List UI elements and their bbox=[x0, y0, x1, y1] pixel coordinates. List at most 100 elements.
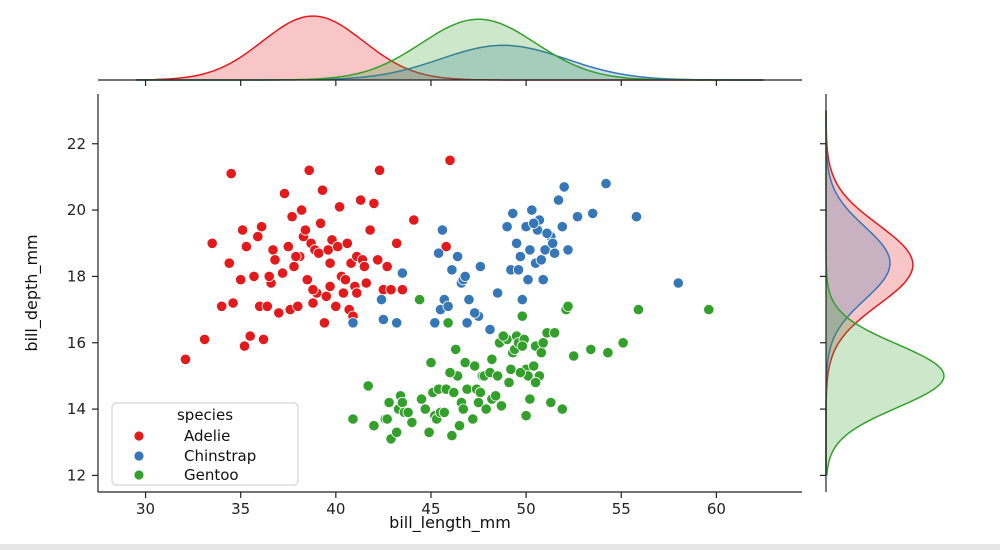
point-gentoo bbox=[545, 396, 557, 409]
point-chinstrap bbox=[630, 211, 643, 223]
point-adelie bbox=[440, 241, 452, 253]
point-gentoo bbox=[516, 310, 528, 322]
point-gentoo bbox=[444, 366, 456, 379]
point-gentoo bbox=[461, 383, 473, 395]
point-adelie bbox=[358, 260, 370, 273]
point-adelie bbox=[252, 231, 264, 243]
point-gentoo bbox=[457, 403, 469, 415]
point-adelie bbox=[248, 270, 260, 282]
legend-marker-adelie bbox=[133, 430, 145, 442]
point-adelie bbox=[373, 164, 386, 176]
point-gentoo bbox=[520, 410, 532, 422]
point-chinstrap bbox=[429, 317, 441, 329]
top-marginal-kde bbox=[136, 15, 764, 81]
point-adelie bbox=[332, 241, 344, 253]
point-adelie bbox=[314, 217, 327, 229]
point-chinstrap bbox=[461, 317, 473, 329]
point-gentoo bbox=[459, 356, 471, 369]
point-gentoo bbox=[368, 420, 380, 432]
point-gentoo bbox=[402, 406, 414, 418]
point-chinstrap bbox=[507, 207, 519, 219]
legend-marker-gentoo bbox=[133, 469, 145, 481]
point-gentoo bbox=[480, 403, 492, 415]
point-gentoo bbox=[535, 347, 547, 359]
point-adelie bbox=[237, 224, 249, 236]
point-gentoo bbox=[514, 366, 527, 379]
point-gentoo bbox=[383, 396, 395, 409]
point-chinstrap bbox=[347, 317, 359, 329]
point-adelie bbox=[206, 237, 218, 249]
point-adelie bbox=[324, 280, 336, 292]
point-chinstrap bbox=[514, 250, 527, 263]
legend-box bbox=[111, 402, 299, 486]
point-chinstrap bbox=[446, 264, 458, 276]
point-chinstrap bbox=[432, 247, 445, 259]
point-chinstrap bbox=[510, 237, 523, 249]
point-adelie bbox=[360, 277, 372, 289]
point-gentoo bbox=[469, 360, 481, 372]
point-chinstrap bbox=[562, 244, 574, 256]
x-tick-label: 55 bbox=[612, 500, 631, 518]
x-ticks: 30 35 40 45 50 55 60 bbox=[136, 80, 726, 518]
point-gentoo bbox=[425, 356, 437, 369]
x-tick-label: 35 bbox=[231, 500, 250, 518]
point-gentoo bbox=[423, 426, 435, 438]
point-chinstrap bbox=[552, 194, 565, 206]
main-plot-area: 30 35 40 45 50 55 60 12 14 16 18 20 22 bbox=[67, 80, 826, 518]
point-adelie bbox=[273, 307, 285, 319]
point-adelie bbox=[318, 317, 330, 329]
point-chinstrap bbox=[587, 207, 599, 219]
point-adelie bbox=[322, 244, 334, 256]
point-adelie bbox=[282, 241, 294, 253]
point-chinstrap bbox=[484, 323, 496, 336]
point-adelie bbox=[255, 221, 268, 233]
point-adelie bbox=[351, 287, 363, 299]
bottom-strip bbox=[0, 544, 1000, 550]
point-adelie bbox=[299, 224, 311, 236]
point-adelie bbox=[408, 214, 420, 226]
point-gentoo bbox=[362, 380, 374, 392]
point-gentoo bbox=[602, 347, 614, 359]
point-adelie bbox=[324, 257, 336, 269]
point-adelie bbox=[199, 333, 211, 345]
point-gentoo bbox=[381, 413, 393, 425]
point-gentoo bbox=[453, 420, 466, 432]
point-gentoo bbox=[548, 327, 561, 339]
point-chinstrap bbox=[491, 287, 504, 299]
point-chinstrap bbox=[391, 317, 403, 329]
x-tick-label: 50 bbox=[517, 500, 536, 518]
point-gentoo bbox=[438, 406, 450, 418]
right-marginal-kde bbox=[825, 110, 945, 476]
point-gentoo bbox=[396, 396, 408, 409]
point-chinstrap bbox=[558, 181, 570, 193]
point-adelie bbox=[223, 257, 235, 269]
x-tick-label: 40 bbox=[326, 500, 345, 518]
point-chinstrap bbox=[528, 217, 540, 229]
point-gentoo bbox=[495, 400, 507, 412]
point-gentoo bbox=[497, 330, 509, 342]
legend-label-adelie: Adelie bbox=[184, 427, 230, 445]
point-adelie bbox=[261, 300, 273, 312]
point-chinstrap bbox=[516, 293, 528, 306]
scatter-points bbox=[179, 154, 715, 445]
point-adelie bbox=[339, 274, 351, 286]
point-chinstrap bbox=[512, 264, 525, 276]
point-chinstrap bbox=[451, 250, 464, 263]
point-adelie bbox=[295, 204, 308, 216]
point-chinstrap bbox=[436, 224, 448, 236]
point-adelie bbox=[396, 284, 408, 296]
x-tick-label: 45 bbox=[421, 500, 440, 518]
point-chinstrap bbox=[396, 267, 408, 279]
point-adelie bbox=[288, 260, 300, 273]
point-gentoo bbox=[524, 393, 536, 405]
point-chinstrap bbox=[541, 227, 553, 239]
point-chinstrap bbox=[469, 307, 481, 319]
right-kde-fill-chinstrap bbox=[826, 110, 890, 476]
y-axis-label: bill_depth_mm bbox=[22, 234, 42, 351]
point-adelie bbox=[337, 287, 349, 299]
legend-marker-chinstrap bbox=[133, 450, 145, 462]
y-ticks: 12 14 16 18 20 22 bbox=[67, 135, 826, 484]
point-adelie bbox=[444, 154, 456, 166]
point-gentoo bbox=[415, 393, 428, 405]
point-adelie bbox=[368, 197, 380, 209]
